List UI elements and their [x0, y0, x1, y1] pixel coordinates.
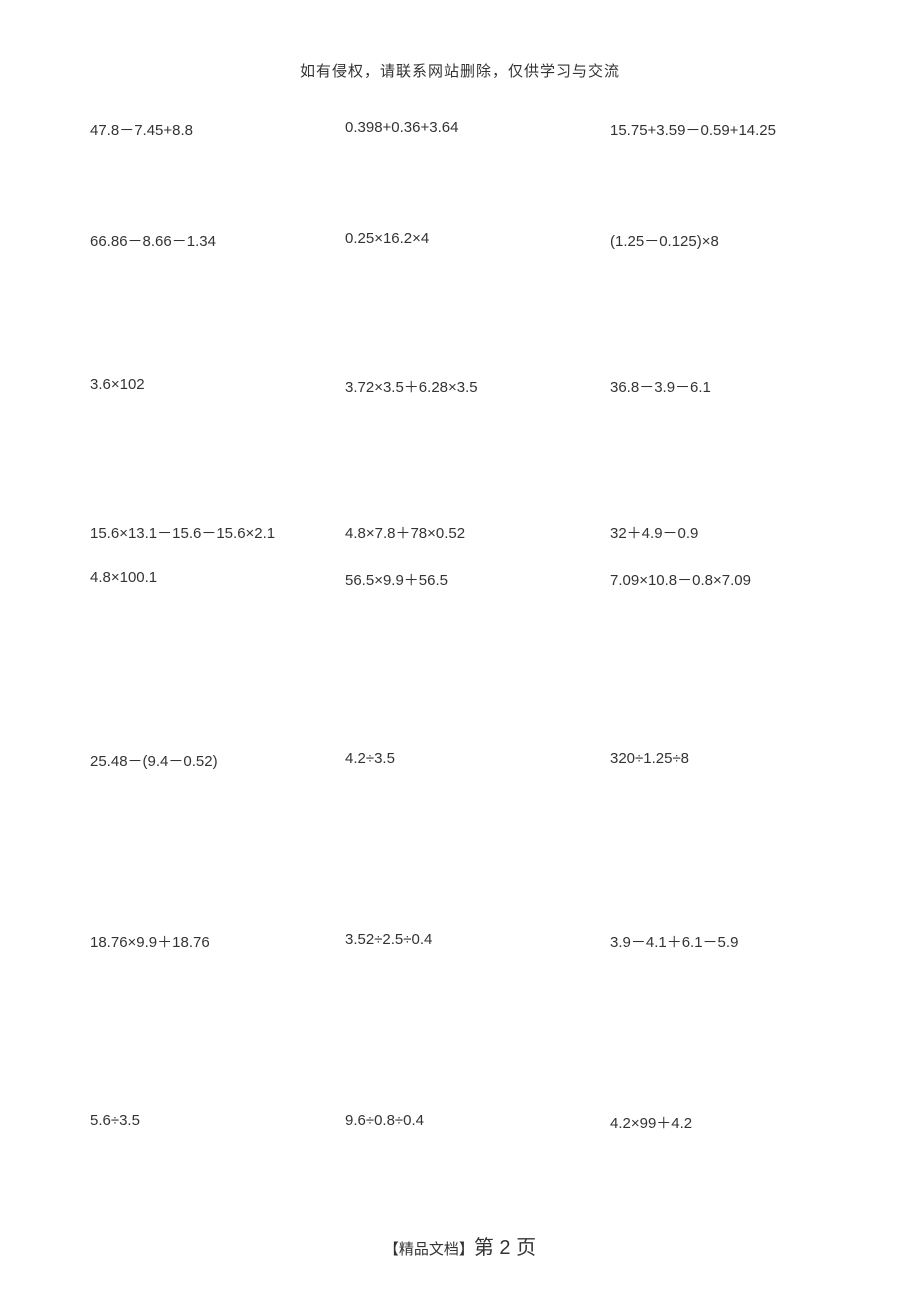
- problem-cell: 25.48－(9.4－0.52): [90, 750, 345, 771]
- spacer: [90, 771, 830, 931]
- problem-cell: 3.9－4.1＋6.1－5.9: [610, 931, 830, 952]
- spacer: [90, 952, 830, 1112]
- problem-cell: 0.25×16.2×4: [345, 230, 610, 251]
- problem-cell: 7.09×10.8－0.8×7.09: [610, 569, 830, 590]
- problem-row: 66.86－8.66－1.34 0.25×16.2×4 (1.25－0.125)…: [90, 230, 830, 251]
- document-page: 如有侵权，请联系网站删除，仅供学习与交流 47.8－7.45+8.8 0.398…: [0, 0, 920, 1302]
- problem-row: 18.76×9.9＋18.76 3.52÷2.5÷0.4 3.9－4.1＋6.1…: [90, 931, 830, 952]
- spacer: [90, 251, 830, 376]
- problem-cell: 0.398+0.36+3.64: [345, 119, 610, 140]
- problem-row: 5.6÷3.5 9.6÷0.8÷0.4 4.2×99＋4.2: [90, 1112, 830, 1133]
- problem-cell: 320÷1.25÷8: [610, 750, 830, 771]
- problem-cell: 4.2×99＋4.2: [610, 1112, 830, 1133]
- problem-cell: 4.8×7.8＋78×0.52: [345, 522, 610, 543]
- spacer: [90, 397, 830, 522]
- problem-cell: 32＋4.9－0.9: [610, 522, 830, 543]
- problem-cell: 66.86－8.66－1.34: [90, 230, 345, 251]
- problem-cell: 5.6÷3.5: [90, 1112, 345, 1133]
- problem-cell: 15.6×13.1－15.6－15.6×2.1: [90, 522, 345, 543]
- spacer: [90, 590, 830, 750]
- problem-cell: 9.6÷0.8÷0.4: [345, 1112, 610, 1133]
- problem-row: 3.6×102 3.72×3.5＋6.28×3.5 36.8－3.9－6.1: [90, 376, 830, 397]
- header-copyright-note: 如有侵权，请联系网站删除，仅供学习与交流: [90, 60, 830, 81]
- problem-row: 15.6×13.1－15.6－15.6×2.1 4.8×7.8＋78×0.52 …: [90, 522, 830, 543]
- problem-cell: 47.8－7.45+8.8: [90, 119, 345, 140]
- problem-cell: 4.8×100.1: [90, 569, 345, 590]
- footer-doc-tag: 【精品文档】: [384, 1241, 474, 1258]
- spacer: [90, 543, 830, 569]
- problem-cell: 3.6×102: [90, 376, 345, 397]
- problem-cell: (1.25－0.125)×8: [610, 230, 830, 251]
- problem-row: 25.48－(9.4－0.52) 4.2÷3.5 320÷1.25÷8: [90, 750, 830, 771]
- problem-cell: 3.72×3.5＋6.28×3.5: [345, 376, 610, 397]
- page-footer: 【精品文档】第 2 页: [0, 1231, 920, 1260]
- problem-row: 4.8×100.1 56.5×9.9＋56.5 7.09×10.8－0.8×7.…: [90, 569, 830, 590]
- problem-cell: 15.75+3.59－0.59+14.25: [610, 119, 830, 140]
- footer-page-label: 页: [516, 1237, 536, 1259]
- problem-row: 47.8－7.45+8.8 0.398+0.36+3.64 15.75+3.59…: [90, 119, 830, 140]
- problem-cell: 56.5×9.9＋56.5: [345, 569, 610, 590]
- problem-cell: 4.2÷3.5: [345, 750, 610, 771]
- problem-cell: 18.76×9.9＋18.76: [90, 931, 345, 952]
- footer-page-number: 2: [494, 1237, 516, 1259]
- problem-cell: 36.8－3.9－6.1: [610, 376, 830, 397]
- problem-cell: 3.52÷2.5÷0.4: [345, 931, 610, 952]
- spacer: [90, 140, 830, 230]
- footer-page-label: 第: [474, 1237, 494, 1259]
